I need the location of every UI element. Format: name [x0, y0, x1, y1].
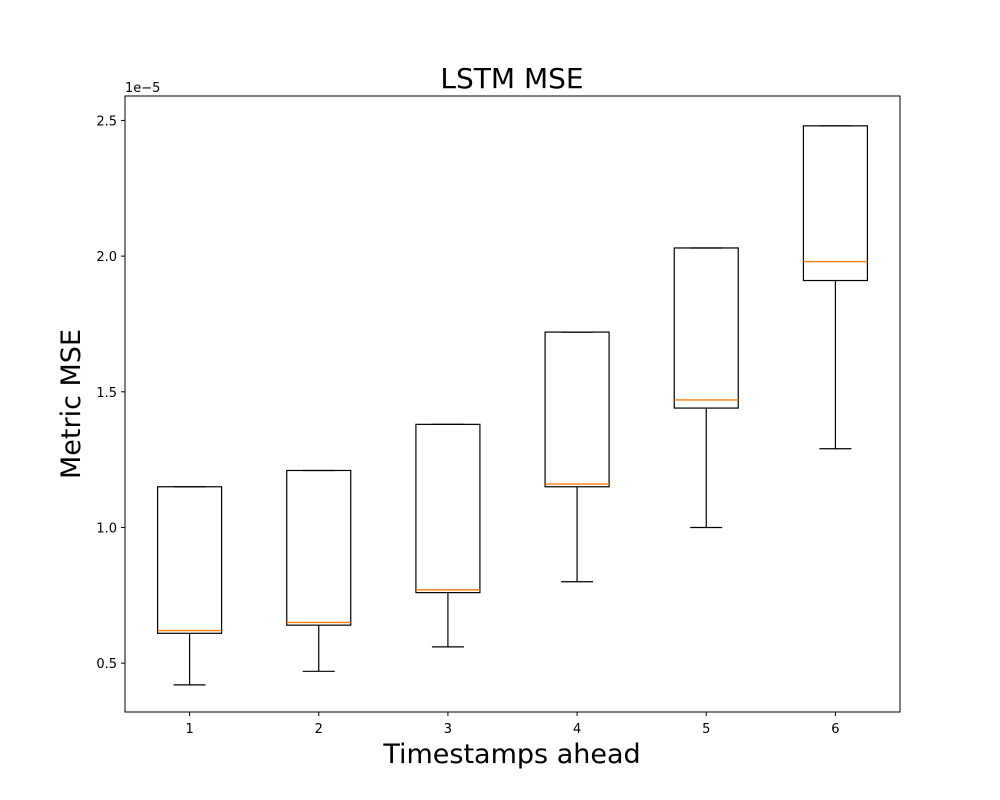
y-axis-label: Metric MSE: [56, 329, 87, 479]
plot-area: 0.5 1.0 1.5 2.0 2.5 1 2 3 4 5 6: [96, 114, 869, 737]
y-tick-label: 1.5: [96, 386, 117, 401]
x-tick-label: 2: [315, 722, 323, 737]
box-body: [286, 469, 352, 626]
box-body: [156, 486, 223, 634]
chart-title: LSTM MSE: [440, 62, 583, 95]
x-tick-label: 4: [573, 722, 581, 737]
y-tick-label: 0.5: [96, 657, 117, 672]
axes-frame: [124, 95, 901, 713]
y-tick-label: 2.5: [96, 114, 117, 129]
y-tick-label: 1.0: [96, 521, 117, 536]
y-tick-label: 2.0: [96, 250, 117, 265]
box-body: [802, 125, 869, 282]
x-axis-label: Timestamps ahead: [382, 739, 640, 770]
y-scale-offset-label: 1e−5: [125, 81, 160, 96]
x-tick-label: 5: [702, 722, 710, 737]
x-tick-label: 3: [444, 722, 452, 737]
box-body: [415, 423, 481, 594]
x-tick-label: 1: [185, 722, 193, 737]
box-body: [673, 247, 739, 409]
x-tick-label: 6: [831, 722, 839, 737]
box-body: [544, 331, 610, 488]
